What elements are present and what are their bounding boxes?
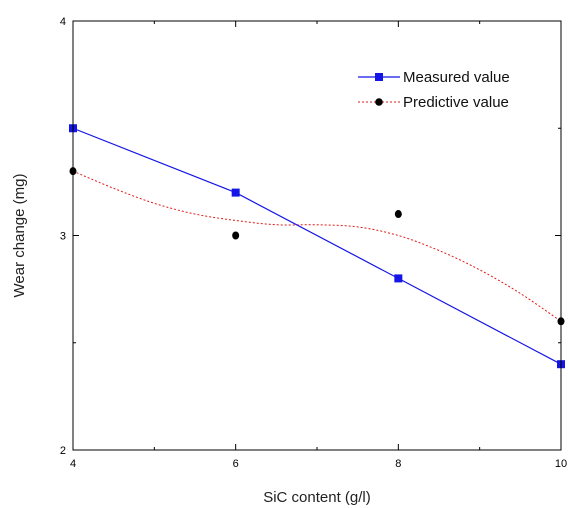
legend-label-predictive: Predictive value: [403, 94, 509, 111]
x-tick-label: 10: [555, 458, 567, 470]
series-layer: [69, 124, 565, 369]
x-axis-title: SiC content (g/l): [263, 489, 371, 506]
plot-frame: [72, 20, 562, 451]
predictive-point: [232, 231, 240, 240]
tick-labels: 4 6 8 10 2 3 4: [60, 16, 567, 470]
predictive-point: [394, 210, 402, 219]
predictive-fit-curve: [72, 170, 562, 322]
x-tick-label: 8: [395, 458, 401, 470]
y-tick-label: 3: [60, 231, 66, 243]
legend-marker-measured: [375, 73, 383, 81]
legend-label-measured: Measured value: [403, 69, 510, 86]
legend-marker-predictive: [375, 98, 383, 106]
y-tick-label: 4: [60, 16, 66, 28]
legend: Measured value Predictive value: [358, 69, 510, 111]
measured-line: [72, 127, 562, 365]
measured-point: [394, 274, 403, 283]
y-axis-title: Wear change (mg): [11, 174, 28, 298]
x-tick-label: 4: [70, 458, 76, 470]
y-tick-label: 2: [60, 445, 66, 457]
x-tick-label: 6: [233, 458, 239, 470]
measured-point: [231, 188, 240, 197]
